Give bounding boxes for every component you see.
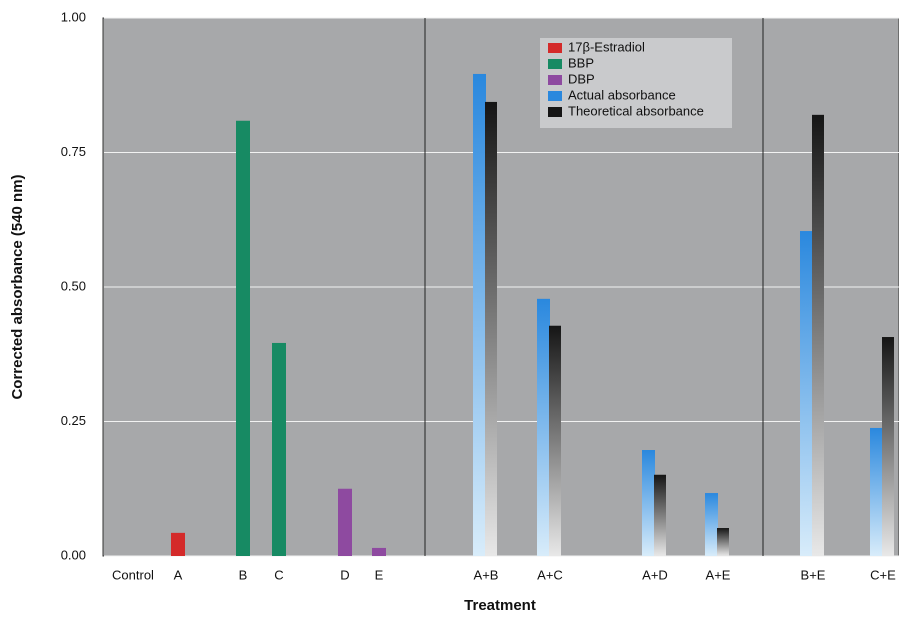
y-tick-label: 0.00 xyxy=(61,547,86,562)
bar xyxy=(485,101,497,556)
bar xyxy=(654,474,666,556)
y-tick-label: 0.75 xyxy=(61,144,86,159)
x-tick-label: A+C xyxy=(537,567,563,582)
y-tick-label: 0.25 xyxy=(61,413,86,428)
bar xyxy=(870,427,883,556)
bar xyxy=(642,450,655,556)
legend-label: 17β-Estradiol xyxy=(568,39,645,54)
bar xyxy=(171,532,185,556)
x-tick-label: A+B xyxy=(474,567,499,582)
y-tick-label: 0.50 xyxy=(61,278,86,293)
bar xyxy=(473,73,486,557)
bar xyxy=(272,342,286,556)
x-tick-label: A xyxy=(174,567,183,582)
bar xyxy=(549,325,561,556)
x-axis-title: Treatment xyxy=(464,597,536,614)
bar xyxy=(236,120,250,557)
x-tick-label: B+E xyxy=(801,567,826,582)
legend-swatch xyxy=(548,59,562,69)
legend-label: Actual absorbance xyxy=(568,87,676,102)
legend-label: BBP xyxy=(568,55,594,70)
bar xyxy=(882,337,894,556)
bar xyxy=(338,488,352,556)
x-tick-label: C xyxy=(274,567,283,582)
x-tick-label: A+D xyxy=(642,567,668,582)
x-tick-label: E xyxy=(375,567,384,582)
bar xyxy=(812,114,824,556)
x-tick-label: Control xyxy=(112,567,154,582)
bar xyxy=(800,231,813,556)
x-tick-label: D xyxy=(340,567,349,582)
legend-label: DBP xyxy=(568,71,595,86)
legend-box xyxy=(540,38,732,128)
x-tick-label: B xyxy=(239,567,248,582)
bar xyxy=(537,298,550,556)
legend-swatch xyxy=(548,43,562,53)
legend-swatch xyxy=(548,107,562,117)
x-tick-label: A+E xyxy=(706,567,731,582)
bar xyxy=(372,547,386,556)
y-tick-label: 1.00 xyxy=(61,9,86,24)
x-tick-label: C+E xyxy=(870,567,896,582)
legend-swatch xyxy=(548,75,562,85)
legend-label: Theoretical absorbance xyxy=(568,103,704,118)
y-axis-title: Corrected absorbance (540 nm) xyxy=(9,174,26,399)
bar xyxy=(717,528,729,556)
bar xyxy=(705,493,718,556)
legend-swatch xyxy=(548,91,562,101)
